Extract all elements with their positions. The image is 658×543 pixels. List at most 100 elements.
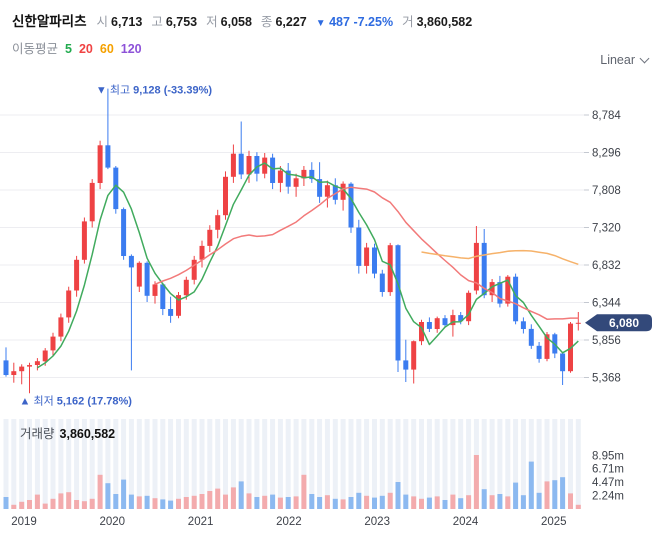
volume-bar — [199, 494, 205, 509]
candle-body — [176, 295, 181, 316]
candle-body — [458, 315, 464, 322]
volume-bg-stripe — [58, 419, 64, 509]
candle-body — [379, 273, 385, 292]
candle-body — [442, 318, 448, 326]
candle-body — [223, 176, 228, 216]
x-axis-label: 2021 — [188, 516, 214, 528]
volume-bar — [50, 498, 56, 509]
volume-bg-stripe — [301, 419, 307, 509]
candle-body — [19, 366, 25, 372]
volume-bar — [270, 494, 276, 509]
candle-body — [58, 317, 64, 337]
current-price-badge — [585, 314, 652, 332]
low-annotation: ▲ 최저 5,162 (17.78%) — [20, 394, 133, 407]
candle-body — [364, 247, 370, 266]
volume-bg-stripe — [450, 419, 456, 509]
candle-body — [356, 227, 362, 266]
change-percent: -7.25% — [353, 15, 394, 29]
volume-axis-label: 4.47m — [592, 477, 624, 489]
candle-body — [89, 182, 95, 222]
ma-20-legend[interactable]: 20 — [78, 42, 93, 56]
candle-body — [270, 157, 276, 183]
candle-body — [419, 322, 424, 342]
candle-body — [528, 328, 534, 346]
volume-bg-stripe — [113, 419, 119, 509]
volume-bar — [332, 498, 338, 509]
volume-bar — [505, 496, 511, 509]
candle-body — [395, 245, 401, 361]
candle-body — [136, 262, 142, 287]
scale-selector[interactable]: Linear — [600, 53, 650, 67]
volume-bg-stripe — [168, 419, 174, 509]
candle-body — [144, 262, 150, 296]
candle-body — [340, 183, 346, 200]
volume-bg-stripe — [411, 419, 417, 509]
candle-body — [160, 284, 166, 309]
volume-bg-stripe — [520, 419, 526, 509]
candle-body — [27, 365, 32, 367]
ma-120-legend[interactable]: 120 — [120, 42, 142, 56]
volume-bg-stripe — [568, 419, 573, 509]
volume-bg-stripe — [426, 419, 432, 509]
candle-body — [497, 282, 503, 304]
candle-body — [168, 309, 174, 316]
volume-bar — [58, 493, 64, 509]
candle-body — [262, 157, 268, 174]
volume-bar — [434, 496, 440, 509]
volume-bar — [105, 483, 111, 509]
volume-bar — [575, 504, 581, 509]
volume-bg-stripe — [356, 419, 362, 509]
trade-volume-label: 거 — [402, 15, 414, 29]
candle-body — [575, 322, 581, 324]
volume-bg-stripe — [466, 419, 472, 509]
volume-bar — [152, 498, 158, 509]
volume-bg-stripe — [285, 419, 291, 509]
volume-bar — [568, 493, 573, 509]
close-label: 종 — [260, 15, 273, 29]
candle-body — [121, 209, 127, 256]
volume-bg-stripe — [183, 419, 189, 509]
candle-body — [301, 169, 307, 179]
volume-bar — [489, 495, 495, 509]
candle-body — [128, 255, 134, 268]
volume-bar — [136, 496, 142, 509]
volume-bg-stripe — [395, 419, 401, 509]
volume-bg-stripe — [11, 419, 17, 509]
volume-bar — [66, 492, 72, 509]
candle-body — [3, 360, 9, 375]
x-axis-label: 2023 — [364, 516, 390, 528]
candle-body — [50, 336, 56, 351]
volume-bg-stripe — [19, 419, 25, 509]
volume-bg-stripe — [317, 419, 323, 509]
volume-bg-stripe — [199, 419, 205, 509]
candle-body — [505, 276, 511, 304]
candle-body — [372, 247, 377, 274]
volume-bar — [301, 474, 307, 509]
volume-bg-stripe — [238, 419, 244, 509]
scale-selector-label: Linear — [600, 53, 635, 67]
trade-volume-value: 3,860,582 — [416, 15, 473, 29]
volume-bar — [340, 499, 346, 509]
volume-bg-stripe — [230, 419, 236, 509]
moving-average-legend: 이동평균 5 20 60 120 — [12, 38, 142, 57]
volume-bg-stripe — [293, 419, 299, 509]
volume-bg-stripe — [348, 419, 354, 509]
volume-panel-value: 3,860,582 — [59, 427, 116, 441]
y-axis-label: 6,832 — [592, 260, 621, 272]
volume-bar — [411, 496, 417, 509]
volume-bg-stripe — [387, 419, 393, 509]
moving-average-label: 이동평균 — [12, 42, 59, 56]
volume-bar — [144, 495, 150, 509]
volume-bg-stripe — [97, 419, 103, 509]
candle-body — [324, 185, 330, 197]
ma-5-legend[interactable]: 5 — [65, 42, 72, 56]
change-value: 487 — [329, 15, 350, 29]
x-axis-label: 2022 — [276, 516, 302, 528]
ma-60-legend[interactable]: 60 — [99, 42, 114, 56]
candle-body — [536, 345, 542, 359]
volume-bar — [403, 494, 409, 509]
volume-bar — [81, 501, 87, 509]
volume-bar — [97, 474, 103, 509]
